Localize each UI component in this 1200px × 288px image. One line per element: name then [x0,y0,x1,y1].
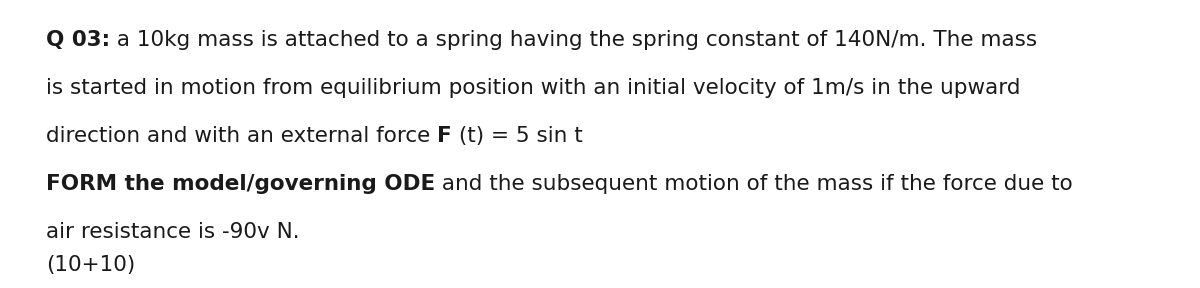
Text: direction and with an external force: direction and with an external force [46,126,437,146]
Text: air resistance is -90v N.: air resistance is -90v N. [46,222,300,242]
Text: a 10kg mass is attached to a spring having the spring constant of 140N/m. The ma: a 10kg mass is attached to a spring havi… [110,30,1037,50]
Text: Q 03:: Q 03: [46,30,110,50]
Text: is started in motion from equilibrium position with an initial velocity of 1m/s : is started in motion from equilibrium po… [46,78,1020,98]
Text: (10+10): (10+10) [46,255,136,275]
Text: and the subsequent motion of the mass if the force due to: and the subsequent motion of the mass if… [436,174,1073,194]
Text: (t) = 5 sin t: (t) = 5 sin t [452,126,583,146]
Text: F: F [437,126,452,146]
Text: FORM the model/governing ODE: FORM the model/governing ODE [46,174,436,194]
